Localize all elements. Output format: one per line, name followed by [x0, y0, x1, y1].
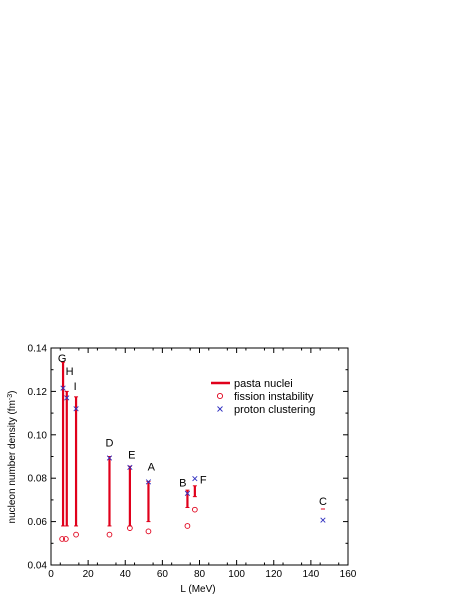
proton-point — [60, 385, 66, 391]
fission-point — [59, 536, 65, 542]
proton-cross-b — [127, 464, 133, 470]
proton-point — [192, 476, 198, 482]
proton-point — [106, 455, 113, 461]
point-label-c: C — [319, 496, 327, 508]
fission-point — [106, 531, 113, 538]
proton-point — [320, 517, 326, 523]
point-label-a: A — [148, 461, 156, 473]
proton-point — [64, 395, 70, 401]
y-tick-label: 0.04 — [28, 561, 48, 572]
x-tick-label: 120 — [265, 569, 282, 580]
point-labels: GHI D E A B F C — [58, 353, 327, 508]
y-axis-label: nucleon number density (fm-3) — [7, 391, 19, 524]
pasta-range-bar — [127, 465, 132, 527]
proton-cross-b — [60, 385, 66, 391]
point-label-i: I — [74, 381, 77, 393]
fission-point — [192, 506, 198, 513]
y-tick-label: 0.12 — [28, 387, 48, 398]
legend: pasta nuclei fission instability proton … — [211, 378, 315, 416]
proton-cross-b — [184, 490, 191, 497]
proton-cross-b — [73, 406, 79, 412]
legend-label-fission: fission instability — [234, 391, 314, 403]
fission-point — [62, 536, 69, 542]
x-axis-label: L (MeV) — [180, 584, 215, 595]
point-label-d: D — [105, 437, 113, 449]
x-tick-label: 80 — [194, 569, 206, 580]
pasta-range-bar — [107, 456, 112, 527]
pasta-range-bar — [64, 390, 69, 527]
x-tick-label: 60 — [157, 569, 169, 580]
axes: 0 20 40 60 80 100 120 140 160 0.04 0.06 0.08 0.10 0.1… — [28, 344, 357, 581]
plot-frame — [50, 347, 349, 566]
pasta-range-bar — [146, 480, 151, 523]
pasta-range-bar — [185, 489, 190, 508]
y-tick-label: 0.10 — [28, 430, 48, 441]
legend-swatch-proton — [217, 406, 223, 412]
legend-label-pasta: pasta nuclei — [234, 378, 293, 390]
pasta-range-bar — [192, 485, 197, 498]
y-tick-label: 0.08 — [28, 474, 48, 485]
y-tick-label: 0.06 — [28, 517, 48, 528]
proton-point — [127, 464, 133, 470]
proton-point — [184, 490, 191, 497]
x-tick-label: 140 — [303, 569, 320, 580]
x-tick-label: 100 — [228, 569, 245, 580]
x-tick-label: 0 — [48, 569, 54, 580]
point-label-g: G — [58, 353, 67, 365]
proton-cross-b — [106, 455, 113, 461]
y-tick-label: 0.14 — [28, 344, 48, 355]
proton-point — [145, 479, 152, 485]
fission-point — [184, 523, 191, 529]
legend-swatch-fission — [216, 392, 224, 400]
point-label-h: H — [66, 366, 74, 378]
legend-label-proton: proton clustering — [234, 404, 315, 416]
pasta-range-bar — [74, 396, 79, 527]
point-label-b: B — [179, 478, 186, 490]
point-label-f: F — [200, 474, 207, 486]
fission-point — [127, 525, 133, 531]
proton-point — [73, 406, 79, 412]
x-tick-label: 40 — [120, 569, 132, 580]
x-tick-label: 160 — [340, 569, 357, 580]
x-tick-label: 20 — [83, 569, 95, 580]
proton-cross-b — [145, 479, 152, 485]
proton-cross-b — [192, 476, 198, 482]
fission-point — [145, 528, 152, 535]
point-label-e: E — [128, 449, 135, 461]
plot-marks — [59, 361, 326, 542]
pasta-range-bar — [61, 361, 66, 527]
proton-cross-b — [320, 517, 326, 523]
proton-cross-b — [64, 395, 70, 401]
fission-point — [73, 531, 79, 538]
